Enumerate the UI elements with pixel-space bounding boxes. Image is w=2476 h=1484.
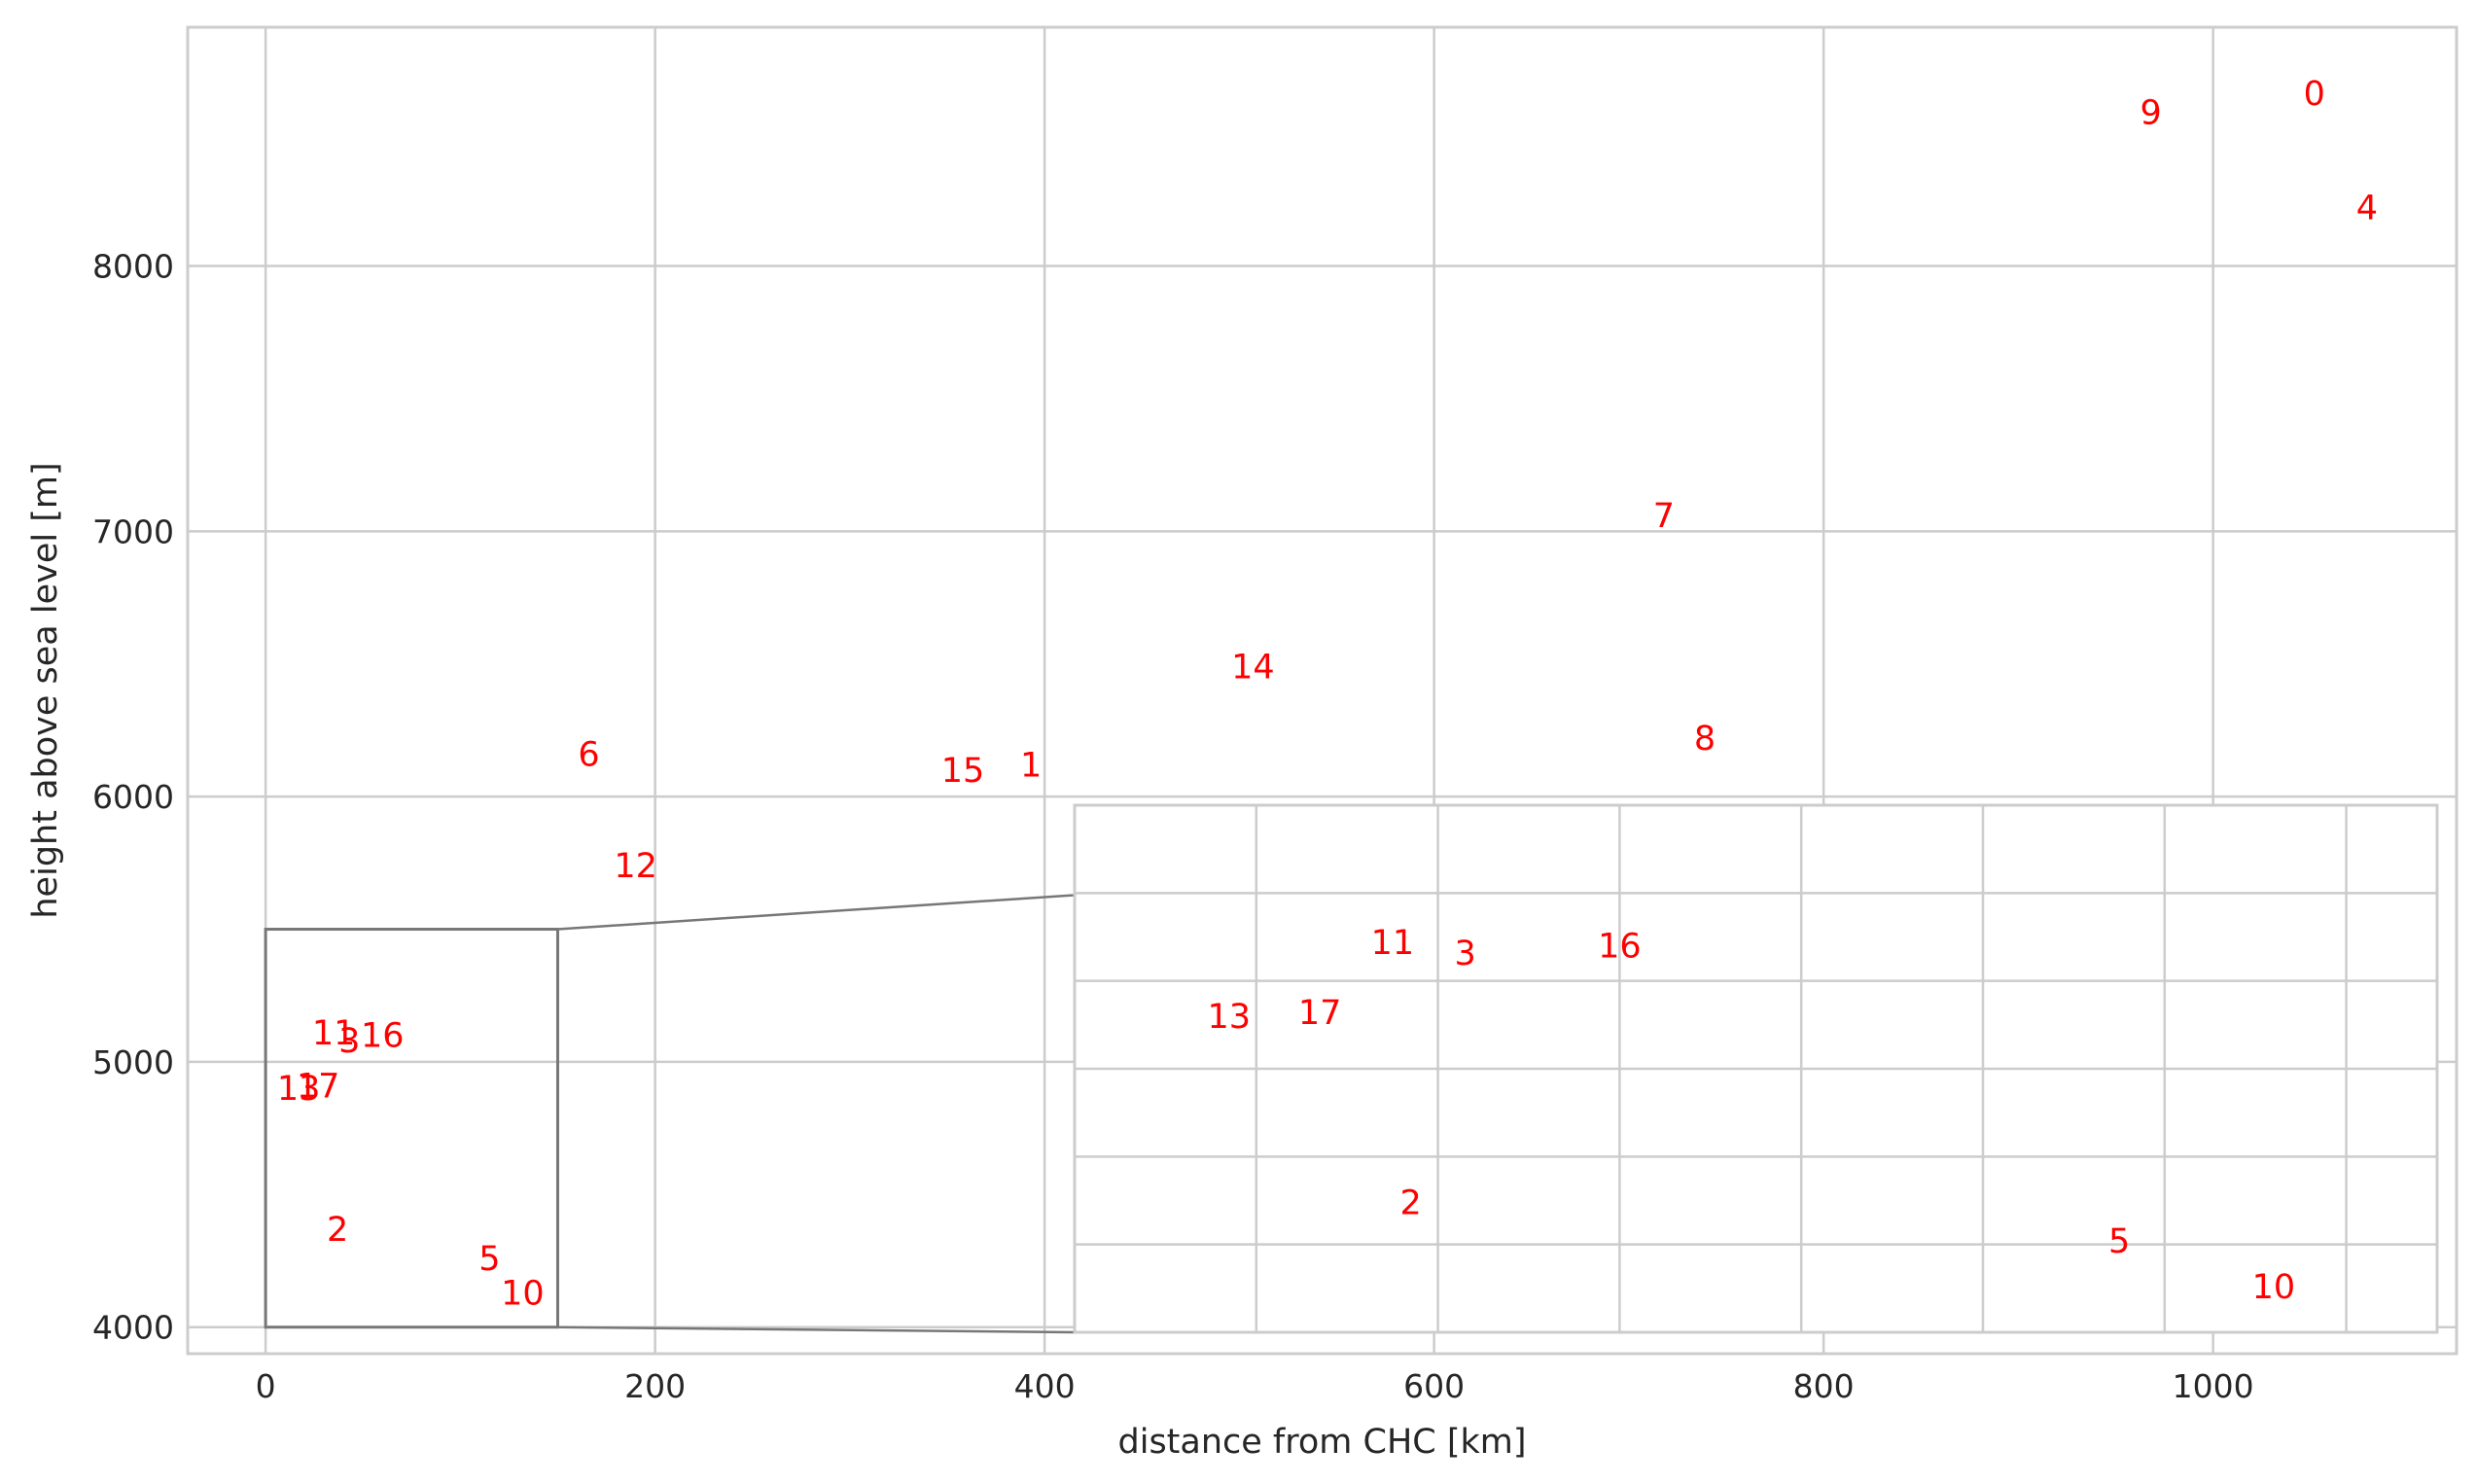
- inset-point-label: 11: [1371, 924, 1415, 963]
- point-label: 3: [338, 1022, 360, 1061]
- point-label: 9: [2140, 93, 2161, 132]
- point-label: 6: [578, 735, 599, 774]
- point-label: 11: [312, 1014, 356, 1053]
- x-tick-label: 200: [624, 1367, 686, 1405]
- x-axis-label: distance from CHC [km]: [1118, 1423, 1527, 1462]
- x-tick-labels: 0 200 400 600 800 1000: [256, 1367, 2254, 1405]
- inset-point-label: 13: [1208, 998, 1252, 1037]
- inset-axes: 2 3 5 10 11 13 16 17: [1073, 803, 2439, 1334]
- y-tick-label: 7000: [92, 512, 174, 550]
- x-tick-label: 800: [1793, 1367, 1855, 1405]
- point-label: 1: [1020, 746, 1042, 785]
- x-tick-label: 400: [1014, 1367, 1076, 1405]
- y-tick-label: 5000: [92, 1043, 174, 1081]
- inset-point-label: 5: [2108, 1222, 2130, 1261]
- x-tick-label: 0: [256, 1367, 276, 1405]
- point-label: 15: [941, 752, 985, 791]
- point-label: 0: [2304, 75, 2325, 114]
- point-label: 16: [361, 1017, 405, 1056]
- y-tick-labels: 4000 5000 6000 7000 8000: [92, 248, 174, 1347]
- y-tick-label: 4000: [92, 1309, 174, 1347]
- point-label: 2: [327, 1211, 348, 1250]
- x-tick-label: 1000: [2173, 1367, 2254, 1405]
- main-axes-frame: [186, 25, 2458, 1356]
- point-label: 7: [1653, 497, 1675, 536]
- y-tick-label: 6000: [92, 778, 174, 816]
- inset-point-label: 2: [1399, 1184, 1421, 1222]
- inset-point-label: 10: [2252, 1268, 2296, 1307]
- inset-frame: [1073, 803, 2439, 1334]
- point-label: 12: [614, 847, 657, 886]
- x-tick-label: 600: [1403, 1367, 1465, 1405]
- y-tick-label: 8000: [92, 248, 174, 286]
- point-label: 10: [501, 1274, 545, 1313]
- point-label: 14: [1231, 648, 1275, 687]
- zoom-connector-bottom: [557, 1325, 1076, 1334]
- point-label: 5: [478, 1240, 500, 1279]
- point-label: 4: [2356, 190, 2378, 229]
- point-label: 8: [1694, 720, 1716, 759]
- zoom-rectangle: [264, 928, 559, 1329]
- point-label: 17: [297, 1067, 340, 1106]
- inset-point-label: 17: [1298, 994, 1342, 1033]
- point-label: 13: [277, 1070, 321, 1109]
- inset-point-label: 16: [1598, 928, 1642, 967]
- inset-point-label: 3: [1454, 935, 1475, 973]
- y-axis-label: height above sea level [m]: [26, 462, 65, 918]
